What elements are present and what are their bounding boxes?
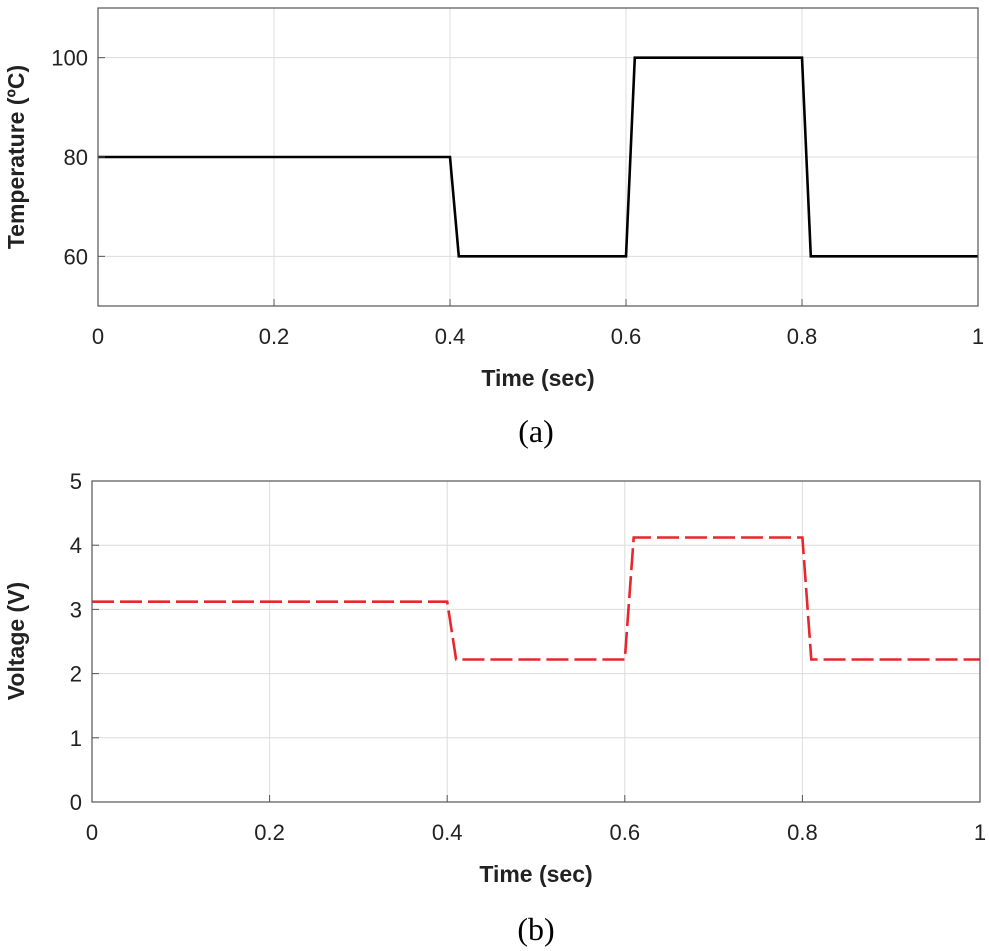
x-tick-label: 0.6 [610, 820, 641, 845]
y-tick-label: 60 [64, 244, 88, 269]
x-axis-label: Time (sec) [481, 365, 594, 391]
voltage-chart: 0 0.2 0.4 0.6 0.8 1 0 1 2 3 4 5 Time (sec) Voltage… [3, 469, 986, 947]
y-tick-label: 80 [64, 145, 88, 170]
y-tick-label: 0 [70, 790, 82, 815]
x-tick-label: 1 [974, 820, 986, 845]
panel-caption: (b) [517, 911, 554, 947]
x-tick-label: 0 [92, 324, 104, 349]
x-tick-label: 0.2 [254, 820, 285, 845]
panel-caption: (a) [518, 413, 554, 449]
y-tick-labels: 0 1 2 3 4 5 [70, 469, 99, 815]
y-tick-label: 100 [51, 46, 88, 71]
y-axis-label: Voltage (V) [3, 582, 29, 700]
x-tick-label: 0.4 [435, 324, 466, 349]
x-tick-label: 0.8 [787, 324, 818, 349]
y-axis-label: Temperature (ºC) [3, 65, 29, 249]
x-tick-label: 0.4 [432, 820, 463, 845]
plot-frame [91, 480, 981, 803]
x-tick-label: 1 [972, 324, 984, 349]
temperature-chart: 0 0.2 0.4 0.6 0.8 1 60 80 100 Time (sec) Temper… [3, 7, 984, 449]
series-line [92, 536, 980, 661]
x-tick-label: 0.6 [611, 324, 642, 349]
y-tick-label: 4 [70, 533, 82, 558]
y-tick-label: 2 [70, 662, 82, 687]
y-tick-label: 3 [70, 597, 82, 622]
y-tick-label: 1 [70, 726, 82, 751]
series-layer [98, 56, 978, 258]
y-tick-label: 5 [70, 469, 82, 494]
y-tick-labels: 60 80 100 [51, 46, 105, 269]
x-tick-labels: 0 0.2 0.4 0.6 0.8 1 [92, 299, 984, 349]
x-axis-label: Time (sec) [479, 861, 592, 887]
x-tick-labels: 0 0.2 0.4 0.6 0.8 1 [86, 795, 986, 845]
x-tick-label: 0.2 [259, 324, 290, 349]
x-tick-label: 0.8 [787, 820, 818, 845]
series-line [98, 56, 978, 258]
series-layer [92, 536, 980, 661]
plot-area [92, 481, 980, 802]
grid [92, 481, 980, 802]
x-tick-label: 0 [86, 820, 98, 845]
